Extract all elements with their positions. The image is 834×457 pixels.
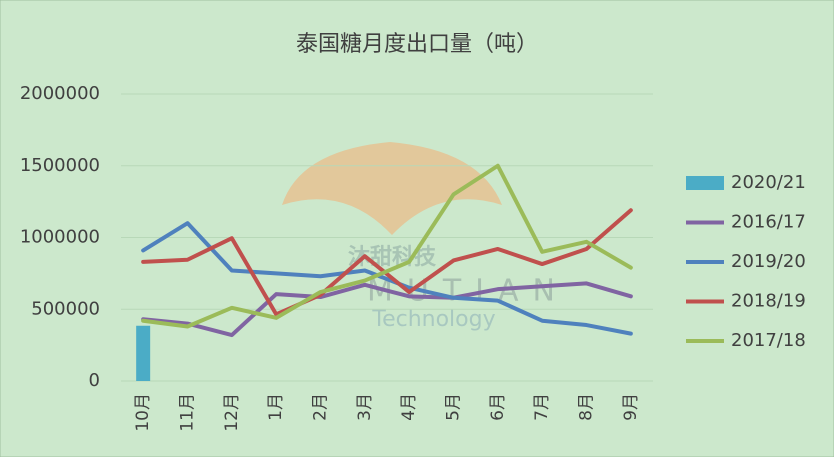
- legend-label: 2020/21: [731, 172, 806, 193]
- y-tick-label: 1500000: [20, 155, 100, 176]
- x-tick-label: 11月: [178, 393, 198, 432]
- x-tick-label: 6月: [488, 393, 508, 421]
- watermark-text: MUTIAN: [367, 274, 569, 309]
- y-tick-label: 2000000: [20, 83, 100, 104]
- legend-label: 2016/17: [731, 212, 806, 233]
- y-tick-label: 0: [89, 370, 100, 391]
- legend-label: 2018/19: [731, 291, 806, 312]
- x-tick-label: 3月: [355, 393, 375, 421]
- bar: [136, 325, 151, 381]
- x-tick-label: 5月: [444, 393, 464, 421]
- legend-label: 2019/20: [731, 251, 806, 272]
- x-tick-label: 12月: [222, 393, 242, 432]
- x-tick-label: 10月: [133, 393, 153, 432]
- x-tick-label: 1月: [266, 393, 286, 421]
- x-tick-label: 7月: [532, 393, 552, 421]
- line: [141, 163, 633, 329]
- line: [141, 208, 633, 317]
- y-tick-label: 500000: [31, 298, 100, 319]
- x-tick-label: 9月: [621, 393, 641, 421]
- x-tick-label: 4月: [399, 393, 419, 421]
- legend-label: 2017/18: [731, 330, 806, 351]
- y-tick-label: 1000000: [20, 227, 100, 248]
- chart-title: 泰国糖月度出口量（吨）: [296, 32, 538, 57]
- watermark-text: Technology: [371, 307, 495, 332]
- line: [141, 281, 633, 338]
- x-tick-label: 8月: [577, 393, 597, 421]
- line: [141, 221, 633, 336]
- legend-swatch: [686, 176, 724, 190]
- x-tick-label: 2月: [311, 393, 331, 421]
